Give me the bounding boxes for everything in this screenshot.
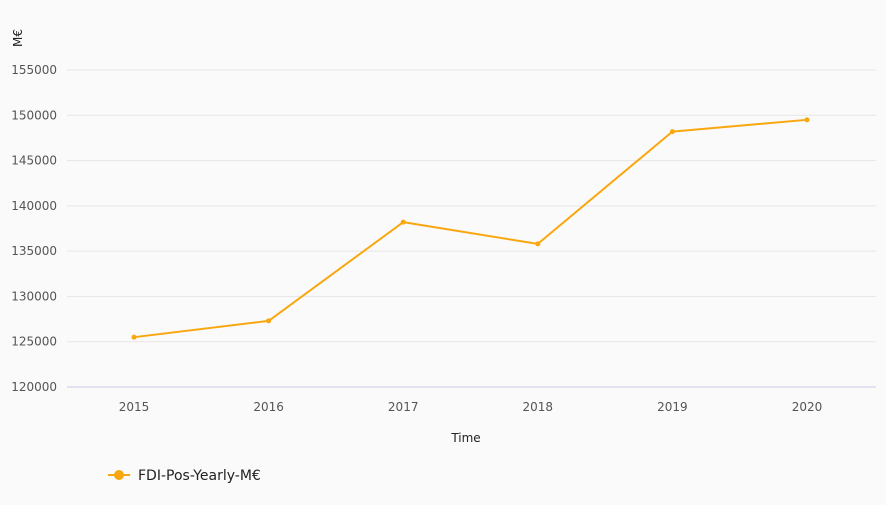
- y-tick-label: 135000: [11, 244, 57, 258]
- x-tick-label: 2020: [792, 400, 823, 414]
- y-tick-labels: 120000 125000 130000 135000 140000 145000 1500…: [11, 63, 57, 394]
- grid-layer: [67, 69, 876, 388]
- legend-swatch-marker: [114, 470, 124, 480]
- series-line: [133, 118, 808, 339]
- y-tick-label: 130000: [11, 289, 57, 303]
- x-tick-label: 2016: [253, 400, 284, 414]
- x-axis-title: Time: [450, 431, 480, 445]
- legend[interactable]: FDI-Pos-Yearly-M€: [108, 468, 261, 484]
- data-point[interactable]: [669, 129, 675, 135]
- y-tick-label: 125000: [11, 335, 57, 349]
- x-tick-label: 2018: [523, 400, 554, 414]
- y-tick-label: 140000: [11, 199, 57, 213]
- legend-label: FDI-Pos-Yearly-M€: [138, 468, 261, 484]
- data-point[interactable]: [266, 318, 272, 324]
- series-layer: [131, 117, 810, 340]
- data-point[interactable]: [131, 334, 137, 340]
- y-tick-label: 145000: [11, 154, 57, 168]
- data-point[interactable]: [535, 241, 541, 247]
- x-tick-label: 2015: [119, 400, 150, 414]
- y-tick-label: 150000: [11, 108, 57, 122]
- y-tick-label: 155000: [11, 63, 57, 77]
- y-tick-label: 120000: [11, 380, 57, 394]
- y-axis-title: M€: [11, 29, 25, 47]
- data-point[interactable]: [400, 219, 406, 225]
- data-point[interactable]: [804, 117, 810, 123]
- x-tick-label: 2017: [388, 400, 419, 414]
- x-tick-labels: 2015 2016 2017 2018 2019 2020: [119, 400, 823, 414]
- x-tick-label: 2019: [657, 400, 688, 414]
